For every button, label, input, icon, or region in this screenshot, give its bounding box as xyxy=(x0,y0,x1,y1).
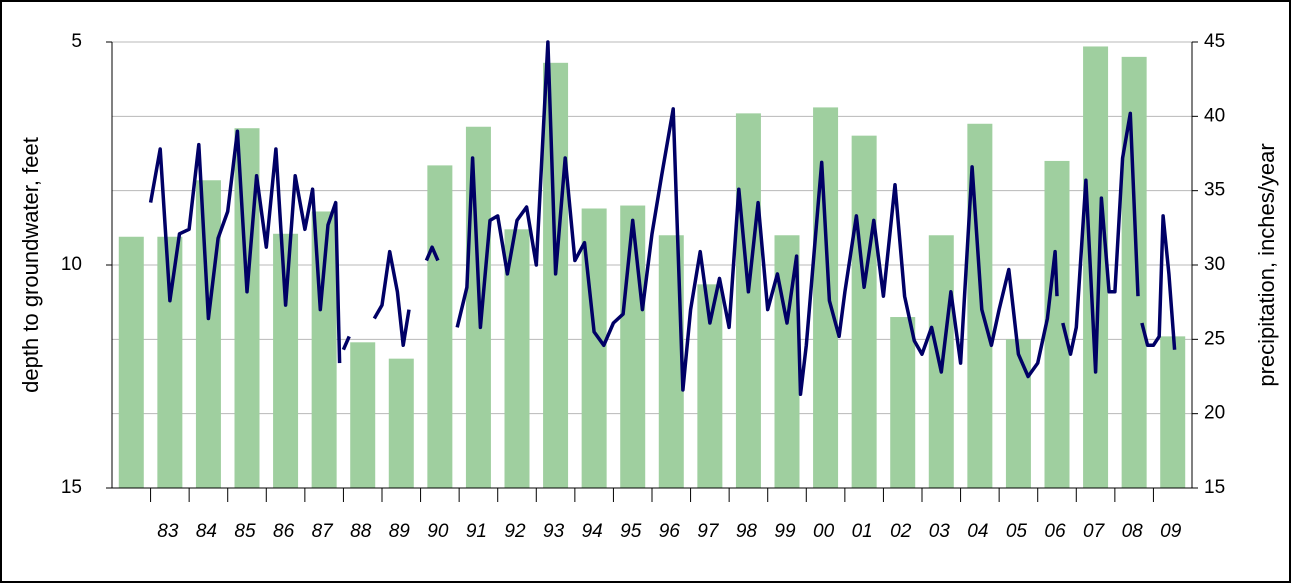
x-tick-label: 08 xyxy=(1122,521,1144,542)
bar xyxy=(388,358,414,488)
x-tick-label: 98 xyxy=(736,521,758,542)
y-tick-label: 5 xyxy=(71,31,82,52)
bar xyxy=(735,113,761,489)
x-tick-label: 91 xyxy=(466,521,487,542)
x-tick-label: 06 xyxy=(1044,521,1066,542)
x-tick-label: 99 xyxy=(774,521,796,542)
x-tick-label: 94 xyxy=(582,521,603,542)
bar xyxy=(1160,336,1186,488)
x-tick-label: 04 xyxy=(967,521,988,542)
x-tick-label: 97 xyxy=(697,521,720,542)
x-tick-label: 00 xyxy=(813,521,835,542)
y2-tick-label: 20 xyxy=(1204,403,1225,424)
x-tick-label: 07 xyxy=(1083,521,1106,542)
x-tick-label: 92 xyxy=(504,521,526,542)
x-tick-label: 09 xyxy=(1160,521,1182,542)
y-tick-label: 10 xyxy=(61,254,82,275)
x-tick-label: 93 xyxy=(543,521,565,542)
bar xyxy=(620,205,646,489)
x-tick-label: 90 xyxy=(427,521,449,542)
bar xyxy=(118,236,144,488)
y2-tick-label: 25 xyxy=(1204,328,1225,349)
y2-tick-label: 45 xyxy=(1204,31,1225,52)
x-tick-label: 89 xyxy=(389,521,411,542)
bar xyxy=(427,165,453,489)
bar xyxy=(1005,339,1031,488)
x-tick-label: 88 xyxy=(350,521,372,542)
y2-tick-label: 35 xyxy=(1204,180,1225,201)
bar xyxy=(1044,160,1070,488)
y2-tick-label: 30 xyxy=(1204,254,1225,275)
bar xyxy=(350,342,376,488)
bar xyxy=(1083,46,1109,489)
x-tick-label: 03 xyxy=(929,521,951,542)
x-tick-label: 85 xyxy=(234,521,256,542)
y-tick-label: 15 xyxy=(61,477,82,498)
bar xyxy=(813,107,839,488)
y2-tick-label: 40 xyxy=(1204,105,1225,126)
y-axis-title: depth to groundwater, feet xyxy=(18,137,43,393)
bar xyxy=(851,135,877,488)
bar xyxy=(890,317,916,488)
x-tick-label: 01 xyxy=(852,521,873,542)
plot xyxy=(118,40,1186,489)
x-tick-label: 96 xyxy=(659,521,681,542)
y2-axis-title: precipitation, inches/year xyxy=(1254,143,1279,386)
bar xyxy=(1121,56,1147,488)
x-tick-label: 05 xyxy=(1006,521,1028,542)
depth-line xyxy=(148,40,1177,397)
x-tick-label: 86 xyxy=(273,521,295,542)
x-tick-label: 95 xyxy=(620,521,642,542)
x-tick-label: 02 xyxy=(890,521,912,542)
x-tick-label: 87 xyxy=(312,521,335,542)
y2-tick-label: 15 xyxy=(1204,477,1225,498)
x-tick-label: 83 xyxy=(157,521,179,542)
bar xyxy=(195,180,221,488)
x-tick-label: 84 xyxy=(196,521,217,542)
bar xyxy=(273,233,299,488)
